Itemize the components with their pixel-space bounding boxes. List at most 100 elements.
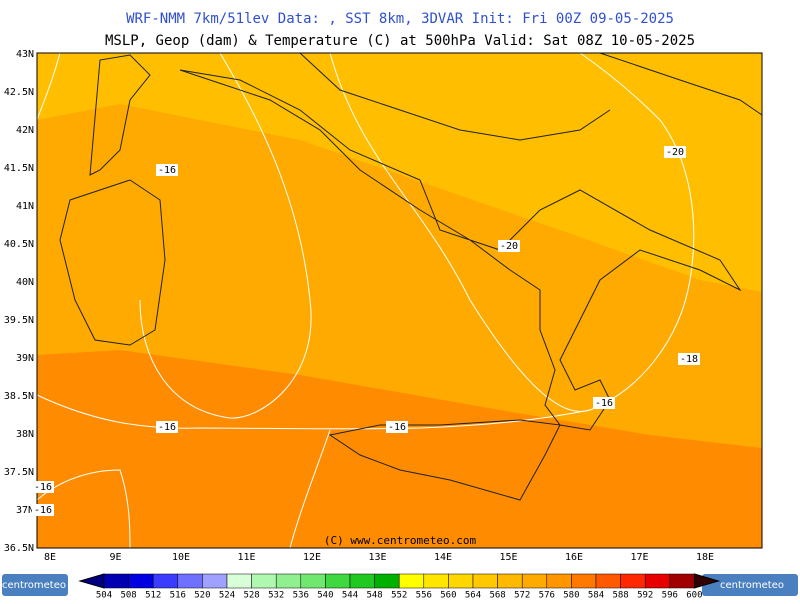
colorbar-box xyxy=(571,573,597,589)
lat-label: 37N xyxy=(16,505,34,516)
lat-label: 38.5N xyxy=(4,391,34,402)
colorbar-box xyxy=(325,573,351,589)
logo: centrometeo xyxy=(2,580,66,591)
colorbar-box xyxy=(644,573,671,589)
contours xyxy=(36,52,695,549)
colorbar-box xyxy=(423,573,449,589)
colorbar-arrow xyxy=(78,573,105,589)
lat-label: 42N xyxy=(16,125,34,136)
lat-label: 36.5N xyxy=(4,543,34,554)
colorbar-label: 572 xyxy=(514,591,530,601)
lon-label: 17E xyxy=(630,552,648,563)
lat-label: 39.5N xyxy=(4,315,34,326)
colorbar-label: 532 xyxy=(268,591,284,601)
lon-label: 10E xyxy=(172,552,190,563)
contour-label-bg xyxy=(664,146,686,158)
colorbar-label: 552 xyxy=(391,591,407,601)
colorbar-box xyxy=(669,573,695,589)
colorbar-box xyxy=(177,573,203,589)
colorbar-box xyxy=(128,573,154,589)
colorbar-box xyxy=(448,573,474,589)
colorbar-label: 540 xyxy=(317,591,333,601)
header-line: WRF-NMM 7km/51lev Data: , SST 8km, 3DVAR… xyxy=(126,11,674,27)
contour-label: -16 xyxy=(158,422,176,433)
logo-box xyxy=(702,574,798,596)
colorbar-label: 508 xyxy=(120,591,136,601)
colorbar-label: 592 xyxy=(637,591,653,601)
contour-label-bg xyxy=(678,353,700,365)
colorbar-label: 512 xyxy=(145,591,161,601)
colorbar-label: 556 xyxy=(416,591,432,601)
lat-label: 41N xyxy=(16,201,34,212)
colorbar-box xyxy=(472,573,498,589)
colorbar-box xyxy=(103,573,129,589)
lat-label: 37.5N xyxy=(4,467,34,478)
colorbar-box xyxy=(374,573,400,589)
contour-label: -20 xyxy=(500,241,518,252)
lat-label: 40.5N xyxy=(4,239,34,250)
lon-label: 12E xyxy=(303,552,321,563)
lon-label: 8E xyxy=(44,552,56,563)
lat-label: 42.5N xyxy=(4,87,34,98)
lon-label: 16E xyxy=(565,552,583,563)
contour-label-bg xyxy=(156,421,178,433)
colorbar-label: 588 xyxy=(612,591,628,601)
lon-label: 13E xyxy=(368,552,386,563)
colorbar-label: 600 xyxy=(686,591,702,601)
colorbar-box xyxy=(202,573,228,589)
colorbar-box xyxy=(398,573,425,589)
contour-label: -16 xyxy=(388,422,406,433)
colorbar-box xyxy=(497,573,523,589)
header-line: MSLP, Geop (dam) & Temperature (C) at 50… xyxy=(105,33,695,49)
contour-label: -16 xyxy=(34,505,52,516)
colorbar-box xyxy=(300,573,326,589)
field-band xyxy=(37,350,762,548)
colorbar-label: 528 xyxy=(243,591,259,601)
colorbar-label: 584 xyxy=(588,591,604,601)
colorbar-box xyxy=(251,573,277,589)
coastlines xyxy=(59,52,763,501)
colorbar-box xyxy=(349,573,375,589)
colorbar-label: 536 xyxy=(293,591,309,601)
lat-label: 39N xyxy=(16,353,34,364)
map: (C) www.centrometeo.com xyxy=(36,52,763,549)
colorbar-label: 524 xyxy=(219,591,235,601)
lon-label: 18E xyxy=(696,552,714,563)
colorbar-label: 560 xyxy=(440,591,456,601)
colorbar-label: 580 xyxy=(563,591,579,601)
contour-label: -18 xyxy=(680,354,698,365)
contour-label-bg xyxy=(32,504,54,516)
lon-label: 11E xyxy=(237,552,255,563)
colorbar-label: 564 xyxy=(465,591,481,601)
lat-label: 38N xyxy=(16,429,34,440)
contour-label: -16 xyxy=(595,398,613,409)
contour-label-bg xyxy=(32,481,54,493)
colorbar-label: 576 xyxy=(539,591,555,601)
colorbar-box xyxy=(152,573,179,589)
lon-label: 14E xyxy=(434,552,452,563)
contour-label-bg xyxy=(498,240,520,252)
logo: centrometeo xyxy=(720,580,784,591)
logo-box xyxy=(2,574,68,596)
contour-label-bg xyxy=(593,397,615,409)
lat-label: 40N xyxy=(16,277,34,288)
lat-label: 43N xyxy=(16,49,34,60)
colorbar-label: 516 xyxy=(170,591,186,601)
colorbar-box xyxy=(546,573,572,589)
contour-label-bg xyxy=(156,164,178,176)
contour-label: -16 xyxy=(34,482,52,493)
colorbar-label: 520 xyxy=(194,591,210,601)
contour-label: -16 xyxy=(158,165,176,176)
colorbar-label: 504 xyxy=(96,591,112,601)
copyright: (C) www.centrometeo.com xyxy=(324,534,477,547)
colorbar-label: 568 xyxy=(489,591,505,601)
colorbar-label: 596 xyxy=(662,591,678,601)
lat-label: 41.5N xyxy=(4,163,34,174)
colorbar-box xyxy=(595,573,621,589)
lon-label: 15E xyxy=(499,552,517,563)
colorbar-box xyxy=(275,573,302,589)
colorbar-label: 548 xyxy=(366,591,382,601)
contour-label: -20 xyxy=(666,147,684,158)
colorbar-box xyxy=(620,573,646,589)
